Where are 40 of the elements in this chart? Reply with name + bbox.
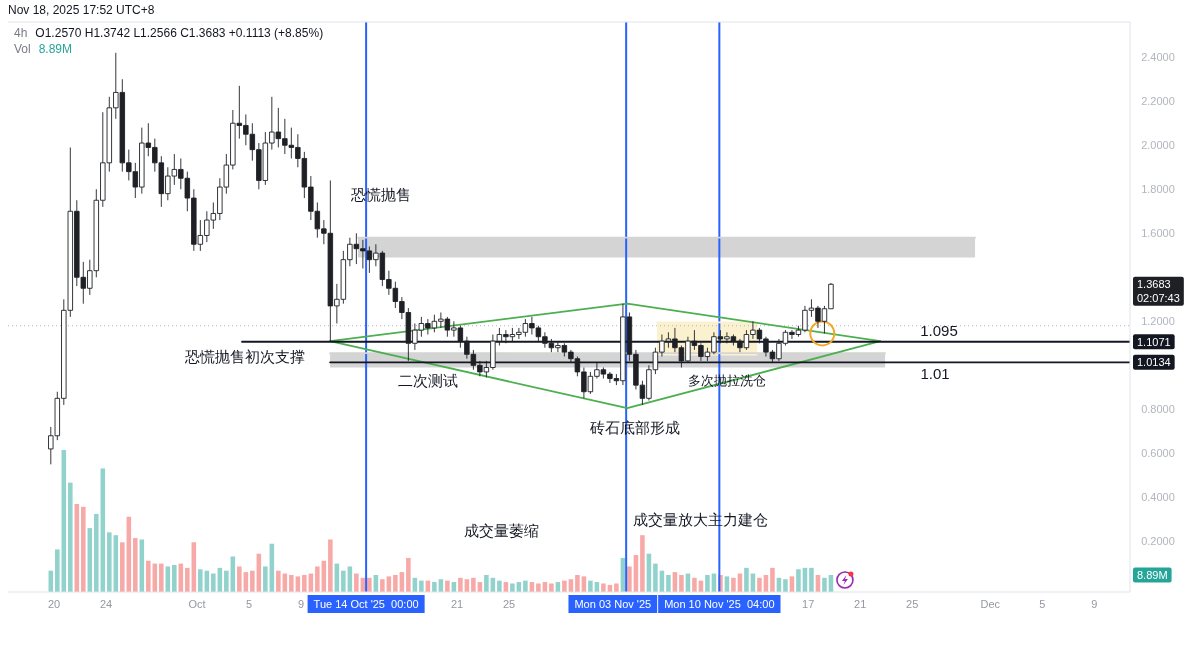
x-tick-label: 24: [99, 598, 113, 610]
chart-subtitle: 8.89M: [38, 42, 73, 56]
y-tick-label: 2.2000: [1141, 95, 1175, 108]
y-tick-label: 1.2000: [1141, 315, 1175, 328]
chart-title: 4h: [14, 26, 28, 40]
y-tick-label: 2.4000: [1141, 51, 1175, 64]
x-tick-label: 5: [1039, 598, 1046, 610]
y-tick-label: 1.6000: [1141, 227, 1175, 240]
y-tick-label: 0.6000: [1141, 447, 1175, 460]
text: 1.3683 02:07:43: [1137, 278, 1180, 305]
annotation: 成交量萎缩: [463, 522, 539, 539]
ref-line-label: Mon 03 Nov '25: [574, 598, 652, 610]
y-tick-label: 0.2000: [1141, 535, 1175, 548]
x-tick-label: 25: [503, 598, 516, 610]
y-tick-label: 2.0000: [1141, 139, 1175, 152]
y-tick-label: 0.8000: [1141, 403, 1175, 416]
x-tick-label: 21: [854, 598, 867, 610]
chart-subtitle: O1.2570 H1.3742 L1.2566 C1.3683 +0.1113 (+8.85%): [35, 26, 324, 40]
x-tick-label: 17: [802, 598, 815, 610]
x-tick-label: 5: [246, 598, 253, 610]
x-tick-label: 20: [47, 598, 61, 610]
data-label: 1.1071: [1137, 335, 1171, 348]
x-tick-label: Oct: [188, 598, 206, 610]
text: 8.89M: [1137, 568, 1168, 581]
x-tick-label: Dec: [980, 598, 1001, 610]
chart-title: Vol: [14, 42, 31, 56]
x-tick-label: 9: [1091, 598, 1098, 610]
x-tick-label: 21: [451, 598, 464, 610]
x-tick-label: 25: [906, 598, 919, 610]
x-tick-label: 9: [298, 598, 305, 610]
annotation: 1.095: [920, 322, 958, 339]
data-label: 1.0134: [1137, 356, 1171, 369]
annotation: 二次测试: [398, 372, 458, 389]
y-tick-label: 0.4000: [1141, 491, 1175, 504]
ref-line-label: Tue 14 Oct '25 00:00: [313, 598, 419, 610]
annotation: 1.01: [920, 365, 950, 382]
y-tick-label: 1.8000: [1141, 183, 1175, 196]
annotation: 恐慌抛售初次支撑: [184, 348, 305, 365]
text: Nov 18, 2025 17:52 UTC+8: [8, 3, 155, 17]
ref-line-label: Mon 10 Nov '25 04:00: [664, 598, 775, 610]
